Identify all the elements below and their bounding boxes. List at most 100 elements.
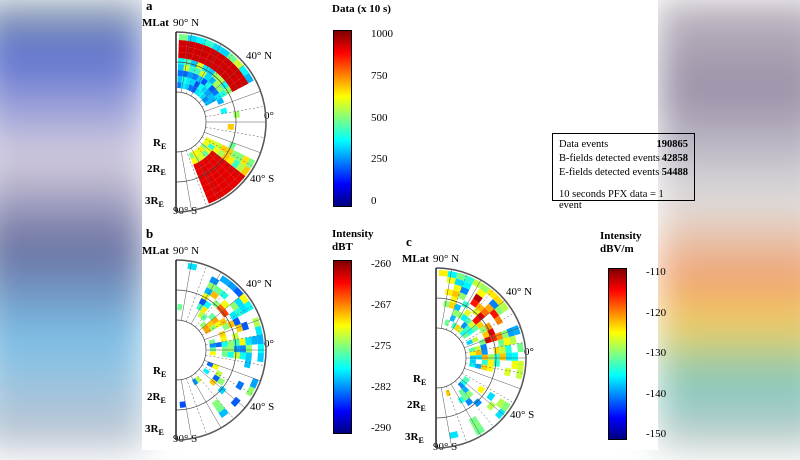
- heatmap-cell: [211, 185, 222, 195]
- heatmap-cell: [245, 352, 252, 361]
- stats-note: 10 seconds PFX data = 1 event: [559, 189, 664, 211]
- heatmap-cell: [480, 343, 488, 351]
- heatmap-cell: [449, 431, 459, 439]
- stats-label: Data events: [559, 139, 609, 150]
- label-equator: 0°: [524, 346, 534, 358]
- label-equator: 0°: [264, 110, 274, 122]
- polar-panel-b: b MLat 90° N 40° N 0° 40° S 90° S RE 2RE 3RE: [142, 226, 412, 445]
- heatmap-cell: [221, 184, 233, 195]
- label-3re-text: 3R: [145, 195, 159, 207]
- heatmap-cell: [200, 77, 209, 86]
- heatmap-cell: [235, 152, 245, 163]
- polar-panel-c: c MLat 90° N 40° N 0° 40° S 90° S RE 2RE 3RE: [402, 234, 672, 453]
- heatmap-cell: [484, 336, 492, 344]
- heatmap-cell: [239, 304, 249, 315]
- label-40n-text: 40° N: [506, 286, 533, 298]
- label-re: RE: [153, 365, 166, 379]
- heatmap-cell: [216, 377, 226, 386]
- latitude-spoke: [186, 37, 208, 94]
- heatmap-cell: [232, 286, 244, 298]
- heatmap-cell: [211, 316, 220, 325]
- heatmap-cell: [232, 58, 244, 70]
- label-40s-text: 40° S: [250, 401, 275, 413]
- heatmap-cell: [209, 290, 220, 300]
- heatmap-cell: [221, 322, 230, 331]
- heatmap-cell: [187, 34, 198, 43]
- label-re: RE: [413, 373, 426, 387]
- heatmap-cell: [503, 337, 511, 346]
- heatmap-cell: [493, 346, 500, 354]
- heatmap-cell: [500, 401, 511, 413]
- heatmap-cell: [195, 376, 202, 384]
- heatmap-cell: [215, 84, 225, 93]
- heatmap-cell: [503, 367, 512, 377]
- heatmap-cell: [206, 53, 217, 63]
- heatmap-cell: [454, 324, 461, 332]
- heatmap-cell: [468, 416, 479, 426]
- heatmap-cell: [468, 362, 476, 368]
- latitude-spoke: [195, 144, 235, 192]
- colorbar-title-line: Intensity: [600, 230, 642, 242]
- heatmap-cell: [186, 40, 196, 49]
- heatmap-cell: [471, 278, 483, 289]
- heatmap-cell: [509, 335, 517, 345]
- heatmap-cell: [209, 378, 217, 387]
- heatmap-cell: [220, 170, 231, 181]
- heatmap-cell: [195, 36, 207, 45]
- heatmap-cell: [461, 393, 470, 402]
- heatmap-cell: [209, 343, 216, 348]
- heatmap-cell: [204, 39, 215, 49]
- heatmap-cell: [197, 145, 205, 153]
- heatmap-cell: [227, 339, 234, 347]
- latitude-spoke: [180, 261, 192, 321]
- subscript: E: [160, 396, 166, 406]
- label-40n: 40° N: [506, 286, 532, 298]
- label-40n-text: 40° N: [246, 278, 273, 290]
- heatmap-cell: [230, 168, 241, 179]
- heatmap-cell: [206, 320, 215, 328]
- heatmap-cell: [178, 46, 187, 53]
- heatmap-cell: [474, 425, 486, 436]
- heatmap-cell: [238, 293, 249, 305]
- heatmap-cell: [474, 345, 482, 352]
- label-re: RE: [153, 137, 166, 151]
- heatmap-cell: [516, 342, 524, 353]
- heatmap-cell: [240, 155, 250, 166]
- range-ring: [435, 327, 467, 389]
- heatmap-cell: [221, 340, 228, 347]
- heatmap-cell: [481, 354, 488, 360]
- label-2re-text: 2R: [147, 163, 161, 175]
- stats-label: B-fields detected events: [559, 153, 660, 164]
- heatmap-cell: [214, 320, 222, 329]
- colorbar-unit: dBT: [332, 241, 353, 253]
- heatmap-cell: [231, 332, 240, 340]
- heatmap-cell: [245, 344, 252, 353]
- colorbar-tick: -120: [646, 306, 667, 319]
- heatmap-cell: [234, 79, 244, 90]
- heatmap-cell: [188, 152, 195, 160]
- heatmap-cell: [457, 292, 467, 301]
- heatmap-cell: [191, 73, 199, 81]
- heatmap-cell: [233, 345, 240, 353]
- stats-value: 190865: [656, 139, 689, 150]
- latitude-spoke: [450, 383, 482, 437]
- heatmap-cell: [228, 178, 240, 190]
- stats-value: 54488: [661, 167, 688, 178]
- heatmap-cell: [234, 297, 244, 308]
- latitude-spoke: [198, 369, 246, 409]
- heatmap-cell: [195, 167, 204, 176]
- heatmap-cell: [453, 303, 462, 312]
- heatmap-cell: [233, 110, 240, 118]
- heatmap-cell: [213, 285, 223, 295]
- heatmap-cell: [243, 72, 254, 84]
- heatmap-cell: [207, 312, 216, 321]
- latitude-spoke: [204, 90, 261, 112]
- colorbar-tick: -110: [646, 266, 666, 278]
- heatmap-cell: [474, 363, 482, 370]
- heatmap-cell: [178, 58, 185, 65]
- heatmap-cell: [235, 380, 245, 391]
- heatmap-cell: [221, 346, 228, 352]
- heatmap-cell: [209, 96, 217, 104]
- subscript: E: [160, 370, 167, 380]
- heatmap-cell: [512, 325, 521, 336]
